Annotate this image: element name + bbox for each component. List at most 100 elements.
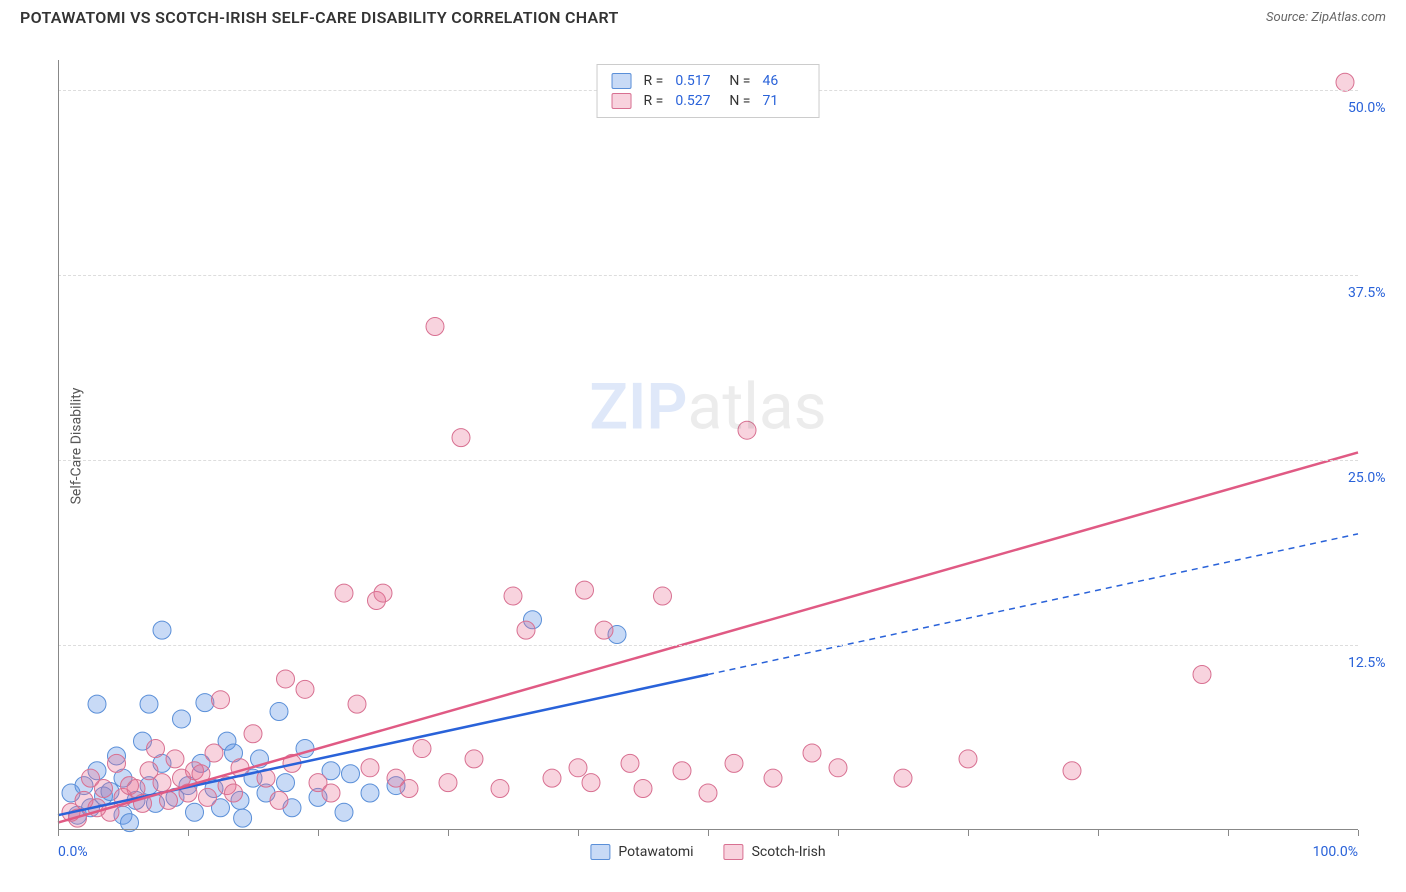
scatter-point bbox=[491, 780, 509, 798]
stats-legend-box: R = 0.517 N = 46 R = 0.527 N = 71 bbox=[597, 64, 820, 118]
x-tick bbox=[188, 830, 189, 836]
scatter-point bbox=[335, 584, 353, 602]
legend-label: Potawatomi bbox=[618, 844, 693, 860]
scatter-point bbox=[173, 710, 191, 728]
scatter-point bbox=[738, 421, 756, 439]
scatter-point bbox=[244, 725, 262, 743]
regression-line-solid bbox=[58, 452, 1358, 822]
scatter-point bbox=[654, 587, 672, 605]
scatter-point bbox=[205, 744, 223, 762]
scatter-point bbox=[225, 784, 243, 802]
stats-r-label: R = bbox=[644, 93, 664, 109]
scatter-point bbox=[348, 695, 366, 713]
scatter-point bbox=[803, 744, 821, 762]
stats-swatch bbox=[612, 73, 632, 89]
scatter-point bbox=[196, 694, 214, 712]
x-tick bbox=[838, 830, 839, 836]
scatter-point bbox=[576, 581, 594, 599]
scatter-point bbox=[270, 703, 288, 721]
scatter-point bbox=[439, 774, 457, 792]
scatter-point bbox=[595, 621, 613, 639]
scatter-point bbox=[296, 680, 314, 698]
stats-r-value: 0.517 bbox=[675, 73, 717, 89]
y-tick-label: 12.5% bbox=[1348, 655, 1406, 671]
x-tick bbox=[448, 830, 449, 836]
scatter-point bbox=[829, 759, 847, 777]
stats-n-label: N = bbox=[729, 73, 750, 89]
scatter-point bbox=[1193, 666, 1211, 684]
x-axis-end-label: 100.0% bbox=[1313, 844, 1358, 860]
scatter-point bbox=[153, 774, 171, 792]
scatter-point bbox=[699, 784, 717, 802]
scatter-point bbox=[88, 695, 106, 713]
scatter-point bbox=[543, 769, 561, 787]
legend-swatch bbox=[724, 844, 744, 860]
stats-n-value: 71 bbox=[762, 93, 804, 109]
scatter-point bbox=[400, 780, 418, 798]
stats-row: R = 0.517 N = 46 bbox=[612, 71, 805, 91]
legend-label: Scotch-Irish bbox=[752, 844, 826, 860]
scatter-point bbox=[582, 774, 600, 792]
scatter-point bbox=[108, 754, 126, 772]
x-tick bbox=[968, 830, 969, 836]
plot-area: 12.5%25.0%37.5%50.0% bbox=[58, 60, 1358, 830]
scatter-point bbox=[212, 691, 230, 709]
x-tick bbox=[318, 830, 319, 836]
scatter-point bbox=[764, 769, 782, 787]
y-tick-label: 37.5% bbox=[1348, 285, 1406, 301]
scatter-point bbox=[413, 740, 431, 758]
scatter-point bbox=[277, 774, 295, 792]
scatter-point bbox=[342, 765, 360, 783]
chart-container: ZIPatlas 12.5%25.0%37.5%50.0% R =0.517N … bbox=[58, 60, 1358, 830]
x-axis-start-label: 0.0% bbox=[58, 844, 88, 860]
x-tick bbox=[1358, 830, 1359, 836]
scatter-point bbox=[959, 750, 977, 768]
scatter-point bbox=[140, 695, 158, 713]
scatter-point bbox=[517, 621, 535, 639]
scatter-point bbox=[1336, 73, 1354, 91]
y-axis-line bbox=[58, 60, 59, 830]
scatter-point bbox=[270, 791, 288, 809]
scatter-point bbox=[634, 780, 652, 798]
scatter-point bbox=[361, 784, 379, 802]
scatter-point bbox=[621, 754, 639, 772]
y-tick-label: 50.0% bbox=[1348, 100, 1406, 116]
regression-line-dashed bbox=[708, 534, 1358, 675]
x-tick bbox=[578, 830, 579, 836]
stats-n-value: 46 bbox=[762, 73, 804, 89]
stats-r-value: 0.527 bbox=[675, 93, 717, 109]
stats-row: R = 0.527 N = 71 bbox=[612, 91, 805, 111]
scatter-point bbox=[569, 759, 587, 777]
scatter-point bbox=[894, 769, 912, 787]
stats-swatch bbox=[612, 93, 632, 109]
x-tick bbox=[1228, 830, 1229, 836]
scatter-point bbox=[426, 318, 444, 336]
scatter-point bbox=[153, 621, 171, 639]
scatter-point bbox=[361, 759, 379, 777]
gridline-h bbox=[58, 460, 1358, 461]
scatter-point bbox=[725, 754, 743, 772]
scatter-point bbox=[95, 780, 113, 798]
scatter-point bbox=[322, 784, 340, 802]
stats-n-label: N = bbox=[729, 93, 750, 109]
scatter-point bbox=[335, 803, 353, 821]
scatter-point bbox=[452, 429, 470, 447]
scatter-point bbox=[147, 740, 165, 758]
x-tick bbox=[1098, 830, 1099, 836]
bottom-legend: Potawatomi Scotch-Irish bbox=[590, 844, 825, 860]
stats-r-label: R = bbox=[644, 73, 664, 89]
x-tick bbox=[708, 830, 709, 836]
source-attribution: Source: ZipAtlas.com bbox=[1266, 10, 1386, 25]
scatter-point bbox=[234, 809, 252, 827]
chart-header: POTAWATOMI VS SCOTCH-IRISH SELF-CARE DIS… bbox=[0, 0, 1406, 31]
y-tick-label: 25.0% bbox=[1348, 470, 1406, 486]
x-tick bbox=[58, 830, 59, 836]
scatter-point bbox=[277, 670, 295, 688]
scatter-point bbox=[673, 762, 691, 780]
scatter-point bbox=[504, 587, 522, 605]
gridline-h bbox=[58, 645, 1358, 646]
legend-item: Potawatomi bbox=[590, 844, 693, 860]
scatter-point bbox=[199, 788, 217, 806]
scatter-point bbox=[186, 803, 204, 821]
chart-title: POTAWATOMI VS SCOTCH-IRISH SELF-CARE DIS… bbox=[20, 8, 619, 27]
